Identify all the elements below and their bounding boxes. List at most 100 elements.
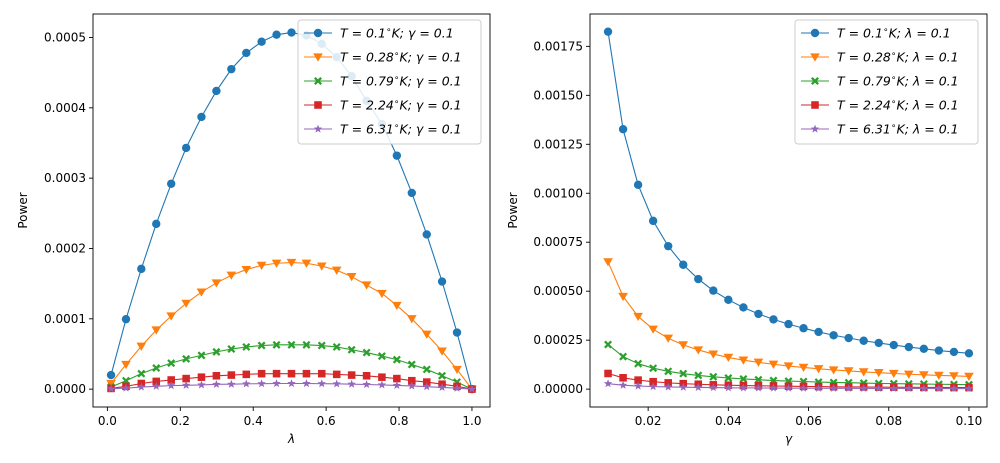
data-point xyxy=(227,64,236,74)
data-point xyxy=(332,379,341,388)
data-point xyxy=(197,380,206,389)
data-point xyxy=(271,259,282,268)
data-point xyxy=(407,188,417,198)
data-point xyxy=(739,303,748,312)
data-point xyxy=(137,369,146,378)
data-point xyxy=(844,383,853,392)
legend-label: T = 0.79∘K; λ = 0.1 xyxy=(837,74,959,89)
data-point xyxy=(694,371,703,380)
y-tick-label: 0.0005 xyxy=(44,30,86,44)
axes-frame xyxy=(589,13,988,408)
data-point xyxy=(257,37,266,46)
data-point xyxy=(648,216,658,226)
legend-box xyxy=(297,19,482,145)
data-point xyxy=(904,342,914,352)
data-point xyxy=(377,352,386,361)
data-point xyxy=(242,379,251,388)
data-point xyxy=(619,352,628,361)
data-point xyxy=(663,241,673,251)
x-tick-label: 0.0 xyxy=(98,414,117,428)
data-point xyxy=(648,325,658,334)
data-point xyxy=(633,381,643,390)
data-point xyxy=(377,289,387,299)
data-point xyxy=(754,309,763,319)
data-point xyxy=(407,381,416,390)
data-point xyxy=(422,230,431,239)
data-point xyxy=(121,314,131,324)
data-point xyxy=(121,360,131,370)
data-point xyxy=(919,371,929,380)
data-point xyxy=(934,384,944,393)
data-point xyxy=(362,348,371,357)
data-point xyxy=(618,380,628,389)
data-point xyxy=(754,383,763,392)
data-point xyxy=(152,364,161,373)
data-point xyxy=(272,340,281,349)
data-point xyxy=(889,340,898,350)
legend: T = 0.1∘K; γ = 0.1 T = 0.28∘K; γ = 0.1 T =… xyxy=(297,19,482,145)
y-axis-label: Power xyxy=(16,192,30,228)
data-point xyxy=(784,319,793,329)
y-tick-label: 0.00050 xyxy=(533,284,583,298)
data-point xyxy=(167,381,176,390)
legend-label: T = 0.1∘K; γ = 0.1 xyxy=(340,26,454,41)
legend-label: T = 6.31∘K; λ = 0.1 xyxy=(837,122,959,137)
data-point xyxy=(211,279,222,288)
x-tick-label: 0.04 xyxy=(715,414,742,428)
data-point xyxy=(167,359,176,368)
data-point xyxy=(301,259,312,268)
data-point xyxy=(634,359,643,368)
data-point xyxy=(664,367,673,376)
data-point xyxy=(257,379,266,388)
y-tick-label: 0.0002 xyxy=(44,241,86,255)
data-point xyxy=(317,369,326,378)
x-axis-label: γ xyxy=(785,432,793,446)
left-chart-power-vs-lambda: 0.0 0.2 0.4 0.6 0.8 1.0 0.0000 0.0001 0.0002 0.00… xyxy=(16,13,491,446)
y-tick-label: 0.0001 xyxy=(44,312,86,326)
data-point xyxy=(393,374,401,383)
data-point xyxy=(272,379,281,388)
data-point xyxy=(603,258,613,267)
data-point xyxy=(709,372,718,381)
data-point xyxy=(182,374,190,383)
data-point xyxy=(768,360,779,369)
data-point xyxy=(783,362,794,371)
data-point xyxy=(873,369,884,378)
data-point xyxy=(784,383,793,392)
data-point xyxy=(799,383,808,392)
data-point xyxy=(888,369,899,379)
legend-marker xyxy=(313,124,323,133)
data-point xyxy=(694,383,703,392)
data-point xyxy=(197,373,206,381)
data-point xyxy=(634,376,642,384)
data-point xyxy=(212,379,221,388)
data-point xyxy=(302,379,311,388)
data-point xyxy=(693,346,704,355)
data-point xyxy=(452,383,462,392)
legend-label: T = 2.24∘K; γ = 0.1 xyxy=(340,98,462,113)
data-point xyxy=(137,264,146,274)
y-tick-label: 0.0000 xyxy=(44,382,86,396)
x-axis-label: λ xyxy=(287,432,295,446)
data-point xyxy=(137,382,146,391)
data-point xyxy=(422,382,431,391)
y-tick-label: 0.00025 xyxy=(533,333,583,347)
axes-frame xyxy=(92,13,491,408)
legend-marker xyxy=(811,101,819,109)
legend-label: T = 0.28∘K; γ = 0.1 xyxy=(340,50,462,65)
data-point xyxy=(679,369,688,378)
data-point xyxy=(212,347,221,356)
data-point xyxy=(798,363,809,372)
data-point xyxy=(739,383,748,392)
legend-marker xyxy=(811,77,819,85)
data-point xyxy=(422,378,431,386)
data-point xyxy=(257,341,266,350)
data-point xyxy=(346,272,357,282)
data-point xyxy=(212,86,221,96)
data-point xyxy=(242,342,251,351)
legend-marker xyxy=(314,77,322,85)
data-point xyxy=(437,347,447,356)
data-point xyxy=(302,369,311,378)
data-point xyxy=(829,383,838,392)
y-tick-label: 0.00150 xyxy=(533,88,583,102)
